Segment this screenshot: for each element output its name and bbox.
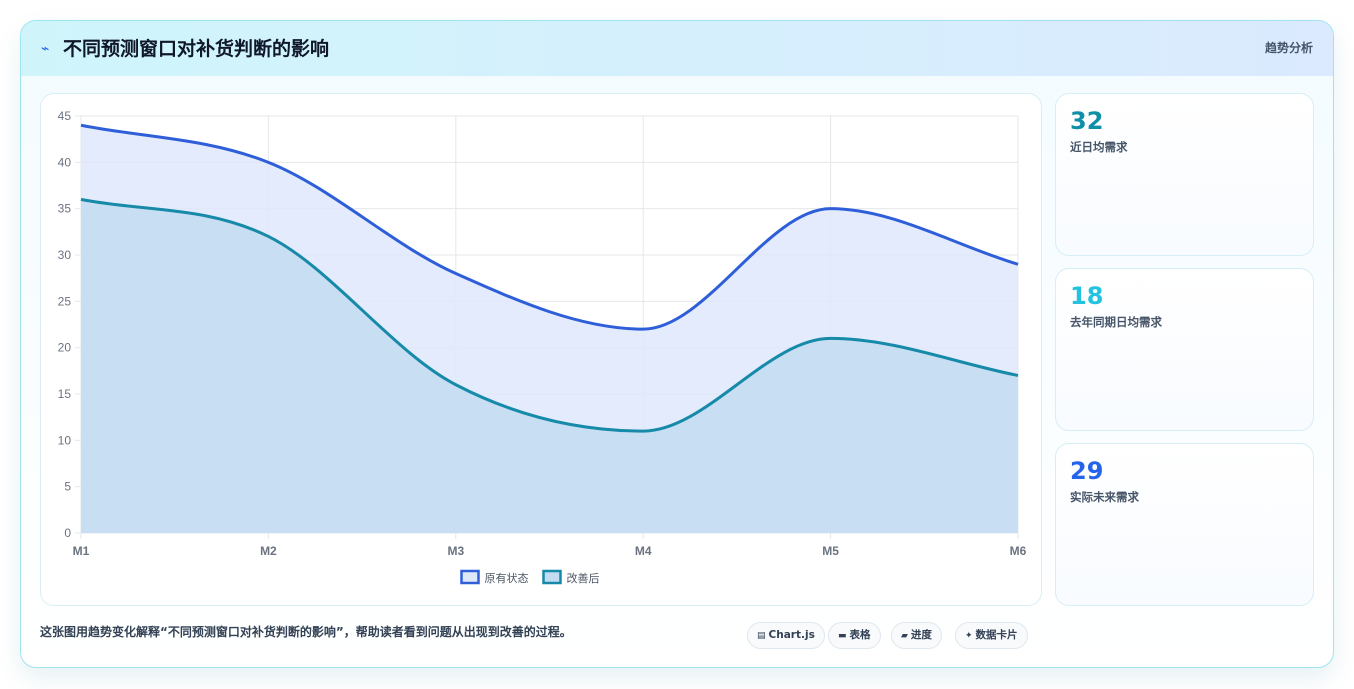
legend-swatch xyxy=(542,569,562,585)
y-tick-label: 5 xyxy=(64,480,71,494)
chip-label: 进度 xyxy=(910,629,932,641)
x-tick-label: M4 xyxy=(635,544,652,558)
x-tick-label: M6 xyxy=(1010,544,1027,558)
stat-label: 近日均需求 xyxy=(1070,140,1128,154)
chip-progress[interactable]: ▰ 进度 xyxy=(891,622,942,649)
stat-card-recent: 32 近日均需求 xyxy=(1055,93,1314,256)
chip-data-cards[interactable]: ✦ 数据卡片 xyxy=(955,622,1028,649)
x-tick-label: M3 xyxy=(447,544,464,558)
series-line xyxy=(80,123,1019,331)
main-card: ⌁ 不同预测窗口对补货判断的影响 趋势分析 0 5 10 15 20 25 30 35 40 45… xyxy=(20,20,1334,668)
y-tick-label: 20 xyxy=(58,341,72,355)
y-tick-label: 45 xyxy=(58,109,72,123)
y-tick-label: 35 xyxy=(58,202,72,216)
chip-table[interactable]: ▬ 表格 xyxy=(828,622,881,649)
card-header: ⌁ 不同预测窗口对补货判断的影响 趋势分析 xyxy=(21,21,1333,76)
chart-icon: ▤ xyxy=(757,631,766,641)
stat-value: 18 xyxy=(1070,282,1104,310)
chip-label: 表格 xyxy=(849,629,871,641)
stat-value: 32 xyxy=(1070,107,1104,135)
header-tag: 趋势分析 xyxy=(1264,41,1313,55)
chart-caption: 这张图用趋势变化解释“不同预测窗口对补货判断的影响”，帮助读者看到问题从出现到改… xyxy=(40,625,572,639)
y-tick-label: 25 xyxy=(58,294,72,308)
x-tick-label: M2 xyxy=(260,544,277,558)
legend-label: 原有状态 xyxy=(485,571,529,585)
series-area xyxy=(81,199,1018,533)
legend-label: 改善后 xyxy=(567,571,600,585)
area-chart: 0 5 10 15 20 25 30 35 40 45 M1 M2 M3 M4 M5 M6 原有状态 改善后 xyxy=(58,109,1027,585)
chart-panel: 0 5 10 15 20 25 30 35 40 45 M1 M2 M3 M4 M5 M6 原有状态 改善后 xyxy=(40,93,1042,606)
series-line xyxy=(80,197,1019,433)
legend-swatch xyxy=(460,569,480,585)
y-tick-label: 30 xyxy=(58,248,72,262)
stat-card-actual: 29 实际未来需求 xyxy=(1055,443,1314,606)
stat-value: 29 xyxy=(1070,457,1104,485)
chip-label: 数据卡片 xyxy=(975,629,1018,641)
y-tick-label: 40 xyxy=(58,155,72,169)
progress-icon: ▰ xyxy=(901,631,908,641)
page-title: 不同预测窗口对补货判断的影响 xyxy=(63,38,330,60)
x-tick-label: M5 xyxy=(822,544,839,558)
sparkle-icon: ✦ xyxy=(965,631,973,641)
stat-card-last-year: 18 去年同期日均需求 xyxy=(1055,268,1314,431)
stat-label: 去年同期日均需求 xyxy=(1070,315,1162,329)
stat-label: 实际未来需求 xyxy=(1070,490,1139,504)
table-icon: ▬ xyxy=(838,631,847,641)
lightning-icon: ⌁ xyxy=(41,41,50,57)
y-tick-label: 15 xyxy=(58,387,72,401)
chip-label: Chart.js xyxy=(768,629,815,641)
y-tick-label: 10 xyxy=(58,433,72,447)
chip-chartjs[interactable]: ▤ Chart.js xyxy=(747,622,825,649)
x-tick-label: M1 xyxy=(73,544,90,558)
y-tick-label: 0 xyxy=(64,526,71,540)
